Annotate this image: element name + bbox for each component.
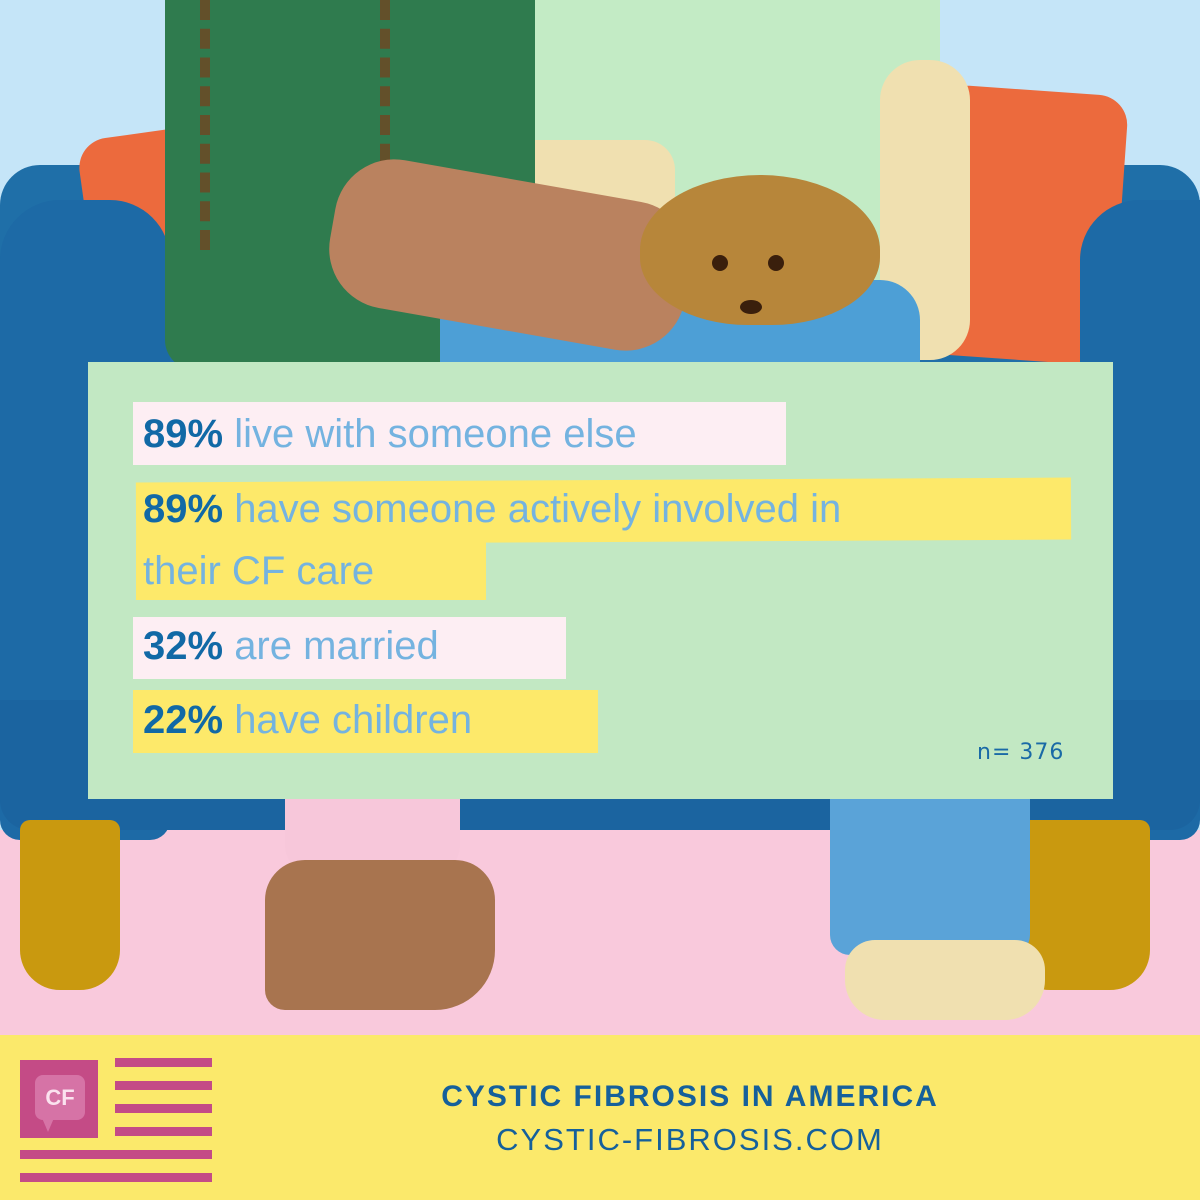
cf-speech-bubble-icon: CF	[35, 1075, 85, 1120]
stat-percent: 89%	[143, 487, 224, 531]
flag-stripe	[20, 1150, 212, 1159]
flag-stripe	[115, 1127, 212, 1136]
footer-title: CYSTIC FIBROSIS IN AMERICA	[441, 1080, 939, 1113]
person-left-braids	[200, 0, 390, 250]
sample-size: n= 376	[977, 740, 1065, 765]
stat-item-continued: their CF care	[143, 547, 374, 595]
dog-eye-left	[712, 255, 728, 271]
sofa-leg-left	[20, 820, 120, 990]
stat-text: live with someone else	[234, 412, 637, 456]
flag-stripe	[115, 1058, 212, 1067]
speech-bubble-tail	[42, 1118, 54, 1132]
stat-item: 89% have someone actively involved in	[143, 485, 841, 533]
dog-eye-right	[768, 255, 784, 271]
flag-stripe	[115, 1081, 212, 1090]
stat-text: have someone actively involved in	[234, 487, 842, 531]
highlight-pink	[133, 617, 566, 679]
stat-item: 22% have children	[143, 696, 472, 744]
foot-left	[265, 860, 495, 1010]
logo-text: CF	[45, 1084, 75, 1110]
jeans-leg	[830, 795, 1030, 955]
highlight-yellow	[136, 540, 486, 600]
dog-nose	[740, 300, 762, 314]
stat-item: 32% are married	[143, 622, 439, 670]
stat-text-line2: their CF care	[143, 549, 375, 593]
stat-percent: 89%	[143, 412, 224, 456]
stat-item: 89% live with someone else	[143, 410, 637, 458]
stat-text: have children	[234, 698, 473, 742]
foot-right	[845, 940, 1045, 1020]
flag-stripe	[115, 1104, 212, 1113]
stat-percent: 32%	[143, 624, 224, 668]
dog	[640, 175, 880, 325]
highlight-pink	[133, 402, 786, 465]
highlight-yellow	[133, 690, 598, 753]
stat-percent: 22%	[143, 698, 224, 742]
stat-text: are married	[234, 624, 439, 668]
footer-url-link[interactable]: CYSTIC-FIBROSIS.COM	[496, 1122, 884, 1157]
flag-stripe	[20, 1173, 212, 1182]
